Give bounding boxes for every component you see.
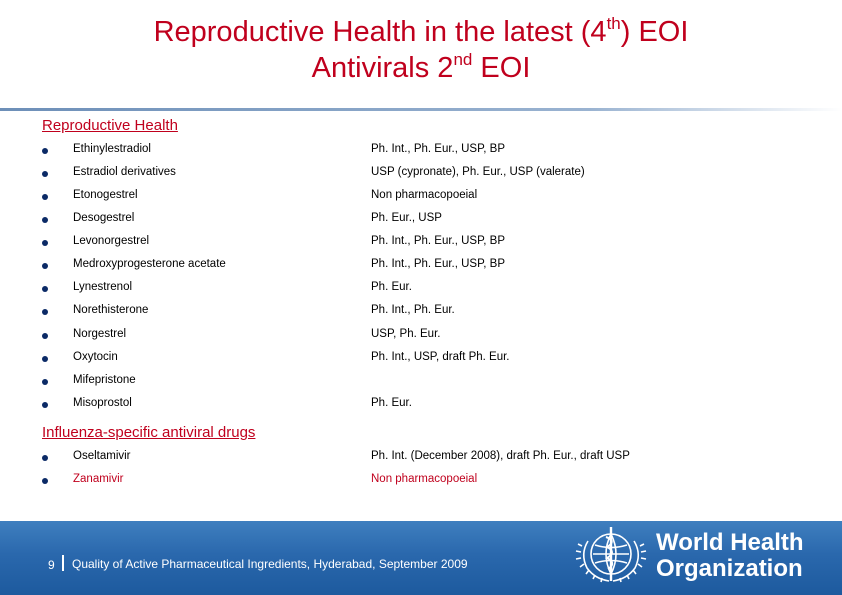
list-item: Misoprostol Ph. Eur.: [0, 396, 842, 416]
bullet-icon: [42, 194, 48, 200]
pharmacopoeia-status: Non pharmacopoeial: [371, 189, 478, 201]
who-logo-text: World Health Organization: [656, 530, 804, 582]
bullet-icon: [42, 379, 48, 385]
bullet-icon: [42, 309, 48, 315]
bullet-icon: [42, 286, 48, 292]
pharmacopoeia-status: Ph. Eur.: [371, 397, 412, 409]
pharmacopoeia-status: Ph. Int., Ph. Eur., USP, BP: [371, 258, 506, 270]
drug-name: Norethisterone: [73, 304, 149, 316]
bullet-icon: [42, 171, 48, 177]
footer-caption: Quality of Active Pharmaceutical Ingredi…: [72, 557, 468, 571]
title-divider: [0, 108, 842, 111]
drug-name: Desogestrel: [73, 212, 135, 224]
bullet-icon: [42, 333, 48, 339]
drug-name: Estradiol derivatives: [73, 166, 176, 178]
section-heading-influenza-antivirals: Influenza-specific antiviral drugs: [42, 424, 256, 441]
list-item: Oseltamivir Ph. Int. (December 2008), dra…: [0, 449, 842, 469]
drug-name: Misoprostol: [73, 397, 132, 409]
bullet-icon: [42, 263, 48, 269]
list-item: Oxytocin Ph. Int., USP, draft Ph. Eur.: [0, 350, 842, 370]
slide-title: Reproductive Health in the latest (4th) …: [60, 14, 782, 86]
drug-name: Etonogestrel: [73, 189, 138, 201]
drug-name: Mifepristone: [73, 374, 136, 386]
pharmacopoeia-status: Ph. Int., Ph. Eur., USP, BP: [371, 143, 506, 155]
list-item: Zanamivir Non pharmacopoeial: [0, 472, 842, 492]
list-item: Medroxyprogesterone acetate Ph. Int., Ph.…: [0, 257, 842, 277]
list-item: Lynestrenol Ph. Eur.: [0, 280, 842, 300]
drug-name: Levonorgestrel: [73, 235, 150, 247]
list-item: Estradiol derivatives USP (cypronate), Ph…: [0, 165, 842, 185]
bullet-icon: [42, 402, 48, 408]
pharmacopoeia-status: USP (cypronate), Ph. Eur., USP (valerate…: [371, 166, 585, 178]
drug-name: Ethinylestradiol: [73, 143, 151, 155]
bullet-icon: [42, 478, 48, 484]
list-item: Norgestrel USP, Ph. Eur.: [0, 327, 842, 347]
footer-bar: 9 Quality of Active Pharmaceutical Ingre…: [0, 521, 842, 595]
drug-name: Oseltamivir: [73, 450, 131, 462]
list-item: Norethisterone Ph. Int., Ph. Eur.: [0, 303, 842, 323]
who-logo-line-1: World Health: [656, 529, 804, 556]
pharmacopoeia-status: Ph. Int., USP, draft Ph. Eur.: [371, 351, 510, 363]
list-item: Desogestrel Ph. Eur., USP: [0, 211, 842, 231]
pharmacopoeia-status: Ph. Int., Ph. Eur., USP, BP: [371, 235, 506, 247]
drug-name: Oxytocin: [73, 351, 118, 363]
who-emblem-icon: [575, 527, 647, 583]
pharmacopoeia-status: Ph. Eur., USP: [371, 212, 442, 224]
page-number: 9: [48, 558, 55, 572]
drug-name: Norgestrel: [73, 328, 127, 340]
drug-name: Zanamivir: [73, 473, 124, 485]
pharmacopoeia-status: Non pharmacopoeial: [371, 473, 478, 485]
bullet-icon: [42, 148, 48, 154]
pharmacopoeia-status: Ph. Int., Ph. Eur.: [371, 304, 455, 316]
list-item: Mifepristone: [0, 373, 842, 393]
bullet-icon: [42, 240, 48, 246]
bullet-icon: [42, 455, 48, 461]
pharmacopoeia-status: Ph. Int. (December 2008), draft Ph. Eur.…: [371, 450, 630, 462]
pharmacopoeia-status: Ph. Eur.: [371, 281, 412, 293]
pharmacopoeia-status: USP, Ph. Eur.: [371, 328, 441, 340]
title-line-2: Antivirals 2nd EOI: [311, 50, 531, 84]
drug-name: Lynestrenol: [73, 281, 133, 293]
bullet-icon: [42, 356, 48, 362]
list-item: Etonogestrel Non pharmacopoeial: [0, 188, 842, 208]
section-heading-reproductive-health: Reproductive Health: [42, 117, 178, 134]
footer-divider: [62, 555, 64, 571]
bullet-icon: [42, 217, 48, 223]
list-item: Levonorgestrel Ph. Int., Ph. Eur., USP, B…: [0, 234, 842, 254]
list-item: Ethinylestradiol Ph. Int., Ph. Eur., USP,…: [0, 142, 842, 162]
drug-name: Medroxyprogesterone acetate: [73, 258, 226, 270]
who-logo-line-2: Organization: [656, 555, 803, 582]
title-line-1: Reproductive Health in the latest (4th) …: [153, 14, 689, 48]
